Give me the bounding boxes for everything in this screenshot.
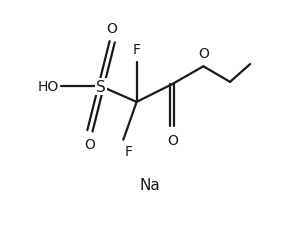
Text: HO: HO — [38, 80, 59, 94]
Text: O: O — [107, 22, 118, 36]
Text: F: F — [133, 43, 141, 57]
Text: Na: Na — [140, 177, 160, 192]
Text: F: F — [124, 145, 132, 158]
Text: O: O — [85, 138, 95, 152]
Text: O: O — [167, 133, 178, 147]
Text: S: S — [96, 79, 106, 94]
Text: O: O — [198, 46, 209, 60]
